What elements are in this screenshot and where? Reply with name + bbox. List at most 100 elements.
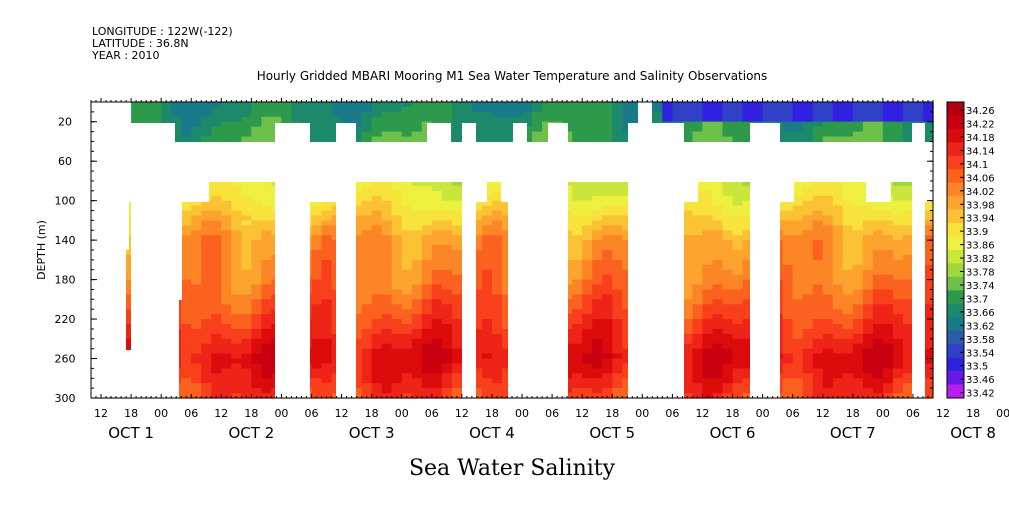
heatmap-cell [742, 383, 754, 389]
heatmap-cell [742, 245, 754, 251]
heatmap-cell [742, 264, 754, 271]
heatmap-cell [311, 210, 323, 217]
heatmap-cell [872, 304, 884, 310]
heatmap-cell [812, 279, 824, 286]
heatmap-cell [732, 324, 744, 330]
heatmap-cell [181, 294, 192, 300]
heatmap-cell [431, 388, 443, 394]
heatmap-cell [622, 235, 633, 241]
heatmap-cell [351, 230, 363, 236]
heatmap-cell [311, 304, 323, 310]
heatmap-cell [231, 343, 242, 350]
heatmap-cell [602, 393, 613, 399]
heatmap-cell [181, 289, 192, 295]
heatmap-cell [401, 304, 413, 310]
heatmap-cell [441, 328, 453, 335]
heatmap-cell [812, 230, 824, 236]
heatmap-cell [221, 264, 232, 271]
heatmap-cell [311, 393, 323, 399]
heatmap-cell [572, 388, 583, 394]
heatmap-cell [682, 269, 694, 276]
heatmap-cell [431, 393, 443, 399]
heatmap-cell [411, 250, 423, 256]
heatmap-cell [371, 230, 383, 236]
heatmap-cell [361, 195, 373, 202]
heatmap-cell [391, 309, 403, 315]
heatmap-cell [191, 279, 202, 286]
heatmap-cell [882, 343, 894, 350]
heatmap-cell [391, 368, 403, 374]
heatmap-cell [602, 245, 613, 251]
heatmap-cell [121, 299, 132, 305]
heatmap-cell [441, 279, 453, 286]
heatmap-cell [602, 210, 613, 217]
heatmap-cell [501, 230, 513, 236]
heatmap-cell [582, 319, 593, 325]
heatmap-cell [572, 309, 583, 315]
heatmap-cell [261, 250, 273, 256]
heatmap-cell [792, 269, 804, 276]
heatmap-cell [391, 254, 403, 261]
heatmap-cell [602, 314, 613, 320]
heatmap-cell [491, 254, 503, 261]
heatmap-cell [311, 205, 323, 212]
heatmap-cell [191, 240, 202, 246]
heatmap-cell [211, 294, 222, 300]
heatmap-cell [221, 235, 232, 241]
heatmap-cell [712, 289, 724, 295]
heatmap-cell [892, 363, 904, 369]
heatmap-cell [892, 269, 904, 276]
heatmap-cell [872, 358, 884, 365]
heatmap-cell [451, 245, 463, 251]
heatmap-cell [852, 210, 864, 217]
heatmap-cell [451, 250, 463, 256]
heatmap-cell [792, 240, 804, 246]
heatmap-cell [852, 343, 864, 350]
heatmap-cell [221, 225, 232, 231]
heatmap-cell [852, 259, 864, 266]
heatmap-cell [702, 210, 714, 217]
heatmap-cell [602, 348, 613, 355]
heatmap-cell [231, 378, 242, 384]
heatmap-cell [892, 343, 904, 350]
heatmap-cell [692, 235, 704, 241]
heatmap-cell [742, 304, 754, 310]
heatmap-cell [902, 205, 914, 212]
heatmap-cell [602, 215, 613, 221]
heatmap-cell [391, 195, 403, 202]
heatmap-cell [622, 393, 633, 399]
heatmap-cell [602, 289, 613, 295]
heatmap-cell [201, 368, 212, 374]
heatmap-cell [712, 314, 724, 320]
heatmap-cell [441, 343, 453, 350]
heatmap-cell [832, 274, 844, 281]
heatmap-cell [321, 353, 333, 360]
heatmap-cell [622, 190, 633, 197]
heatmap-cell [411, 205, 423, 212]
heatmap-cell [812, 343, 824, 350]
heatmap-cell [732, 190, 744, 197]
heatmap-cell [572, 245, 583, 251]
heatmap-cell [491, 264, 503, 271]
heatmap-cell [622, 284, 633, 291]
heatmap-cell [391, 378, 403, 384]
heatmap-cell [251, 328, 262, 335]
heatmap-cell [782, 314, 794, 320]
heatmap-cell [211, 368, 222, 374]
heatmap-cell [241, 373, 252, 379]
heatmap-cell [491, 250, 503, 256]
heatmap-cell [872, 348, 884, 355]
heatmap-cell [411, 240, 423, 246]
heatmap-cell [872, 328, 884, 335]
heatmap-cell [441, 274, 453, 281]
heatmap-cell [902, 215, 914, 221]
heatmap-cell [321, 314, 333, 320]
heatmap-cell [792, 210, 804, 217]
heatmap-cell [501, 358, 513, 365]
heatmap-cell [782, 245, 794, 251]
heatmap-cell [832, 190, 844, 197]
heatmap-cell [832, 210, 844, 217]
heatmap-cell [261, 185, 273, 192]
heatmap-cell [231, 284, 242, 291]
heatmap-cell [592, 348, 603, 355]
